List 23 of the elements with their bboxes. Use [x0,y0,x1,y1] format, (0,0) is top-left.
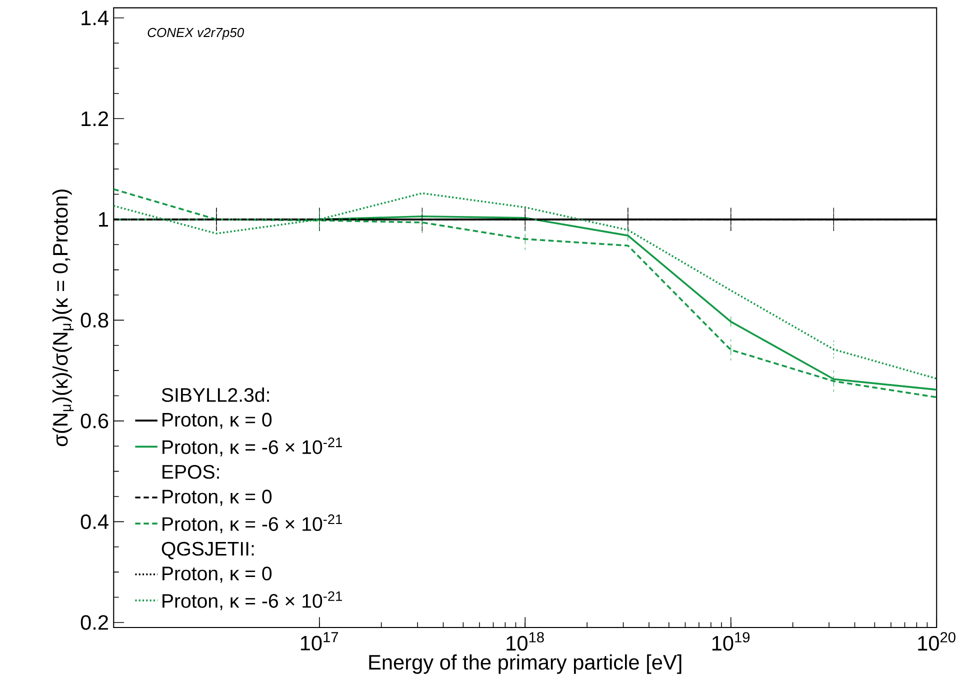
legend-label: Proton, κ = -6 × 10$^{-21}$ [162,514,342,534]
x-tick-label: 10$^{18}$ [506,632,544,651]
y-tick-label: 0.8 [80,312,108,328]
legend-label: Proton, κ = 0 [162,566,272,583]
legend-label: Proton, κ = 0 [162,490,272,506]
y-tick-label: 0.2 [80,615,108,630]
y-tick-label: 0.6 [80,414,108,428]
annotation: CONEX v2r7p50 [148,28,244,40]
annotation: QGSJETII: [162,542,254,560]
y-tick-label: 1.2 [82,111,108,126]
x-axis-title: Energy of the primary particle [eV] [369,654,682,674]
y-tick-label: 0.4 [80,514,108,530]
legend-label: Proton, κ = 0 [162,412,272,429]
x-tick-label: 10$^{20}$ [918,632,956,651]
y-tick-label: 1.4 [82,10,108,26]
y-axis-title: σ(N$_{μ}$)(κ)/σ(N$_{μ}$)(κ = 0,Proton) [52,190,74,446]
x-tick-label: 10$^{19}$ [712,632,750,651]
annotation: SIBYLL2.3d: [162,388,269,402]
annotation: EPOS: [162,464,219,479]
x-tick-label: 10$^{17}$ [300,632,338,651]
legend-label: Proton, κ = -6 × 10$^{-21}$ [162,591,342,610]
y-tick-label: 1 [99,212,108,227]
legend-label: Proton, κ = -6 × 10$^{-21}$ [162,438,342,456]
